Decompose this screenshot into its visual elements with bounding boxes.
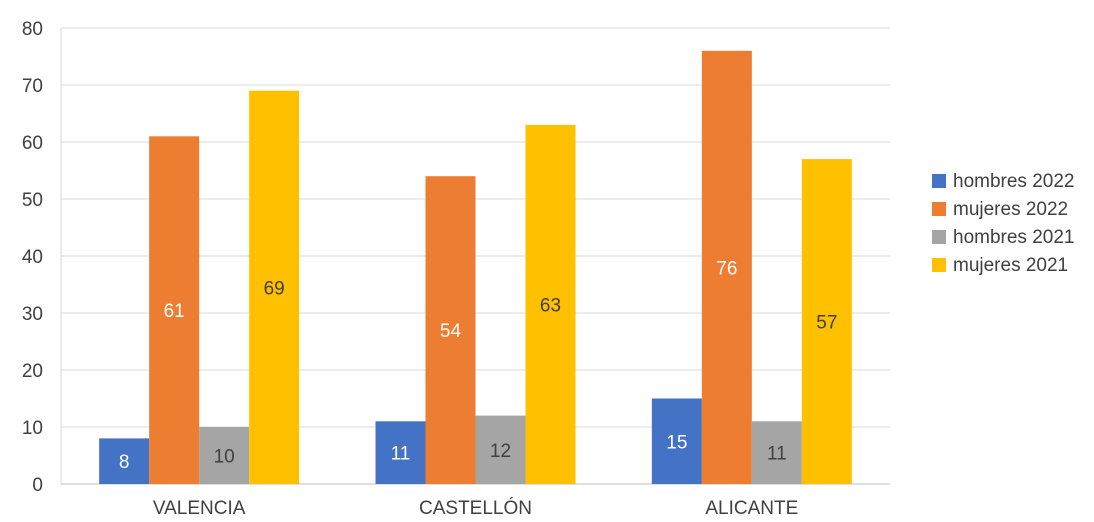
x-tick-label: ALICANTE bbox=[705, 498, 798, 519]
y-tick-label: 10 bbox=[22, 418, 43, 439]
y-tick-label: 40 bbox=[22, 247, 43, 268]
data-label: 12 bbox=[490, 441, 511, 462]
data-label: 11 bbox=[767, 444, 787, 465]
legend-label: mujeres 2022 bbox=[953, 199, 1068, 220]
data-label: 63 bbox=[540, 295, 561, 316]
x-tick-label: CASTELLÓN bbox=[419, 497, 532, 519]
bar bbox=[525, 124, 576, 485]
legend-label: hombres 2022 bbox=[953, 171, 1074, 192]
y-tick-label: 30 bbox=[22, 304, 43, 325]
y-tick-label: 20 bbox=[22, 361, 43, 382]
bar bbox=[801, 159, 852, 484]
data-label: 76 bbox=[716, 258, 737, 279]
data-label: 57 bbox=[816, 313, 837, 334]
bars bbox=[99, 50, 852, 485]
data-label: 10 bbox=[214, 447, 235, 468]
bar bbox=[99, 438, 150, 484]
data-label: 61 bbox=[164, 301, 185, 322]
bar bbox=[149, 136, 200, 485]
y-tick-label: 60 bbox=[22, 133, 43, 154]
y-tick-label: 70 bbox=[22, 76, 43, 97]
legend-swatch bbox=[932, 202, 946, 216]
bar bbox=[249, 90, 300, 484]
legend: hombres 2022 mujeres 2022 hombres 2021 muje… bbox=[932, 171, 1074, 276]
bar bbox=[751, 421, 802, 484]
bar bbox=[651, 398, 702, 484]
bar bbox=[199, 427, 250, 484]
y-tick-label: 50 bbox=[22, 190, 43, 211]
data-label: 15 bbox=[666, 432, 687, 453]
y-tick-label: 0 bbox=[32, 475, 43, 496]
legend-label: mujeres 2021 bbox=[953, 255, 1068, 276]
y-tick-label: 80 bbox=[22, 19, 43, 40]
data-label: 8 bbox=[119, 452, 130, 473]
legend-swatch bbox=[932, 230, 946, 244]
data-label: 54 bbox=[440, 321, 462, 342]
x-tick-label: VALENCIA bbox=[153, 498, 246, 519]
bar bbox=[375, 421, 426, 484]
legend-swatch bbox=[932, 174, 946, 188]
y-axis-ticks: 0 10 20 30 40 50 60 70 80 bbox=[22, 19, 43, 496]
data-labels: 8 61 10 69 11 54 12 63 15 76 11 57 bbox=[119, 258, 838, 473]
data-label: 11 bbox=[391, 444, 411, 465]
data-label: 69 bbox=[264, 278, 285, 299]
bar bbox=[701, 50, 752, 485]
bar bbox=[475, 415, 526, 484]
legend-swatch bbox=[932, 258, 946, 272]
bar bbox=[425, 176, 476, 484]
x-axis-ticks: VALENCIA CASTELLÓN ALICANTE bbox=[153, 497, 798, 519]
legend-label: hombres 2021 bbox=[953, 227, 1074, 248]
